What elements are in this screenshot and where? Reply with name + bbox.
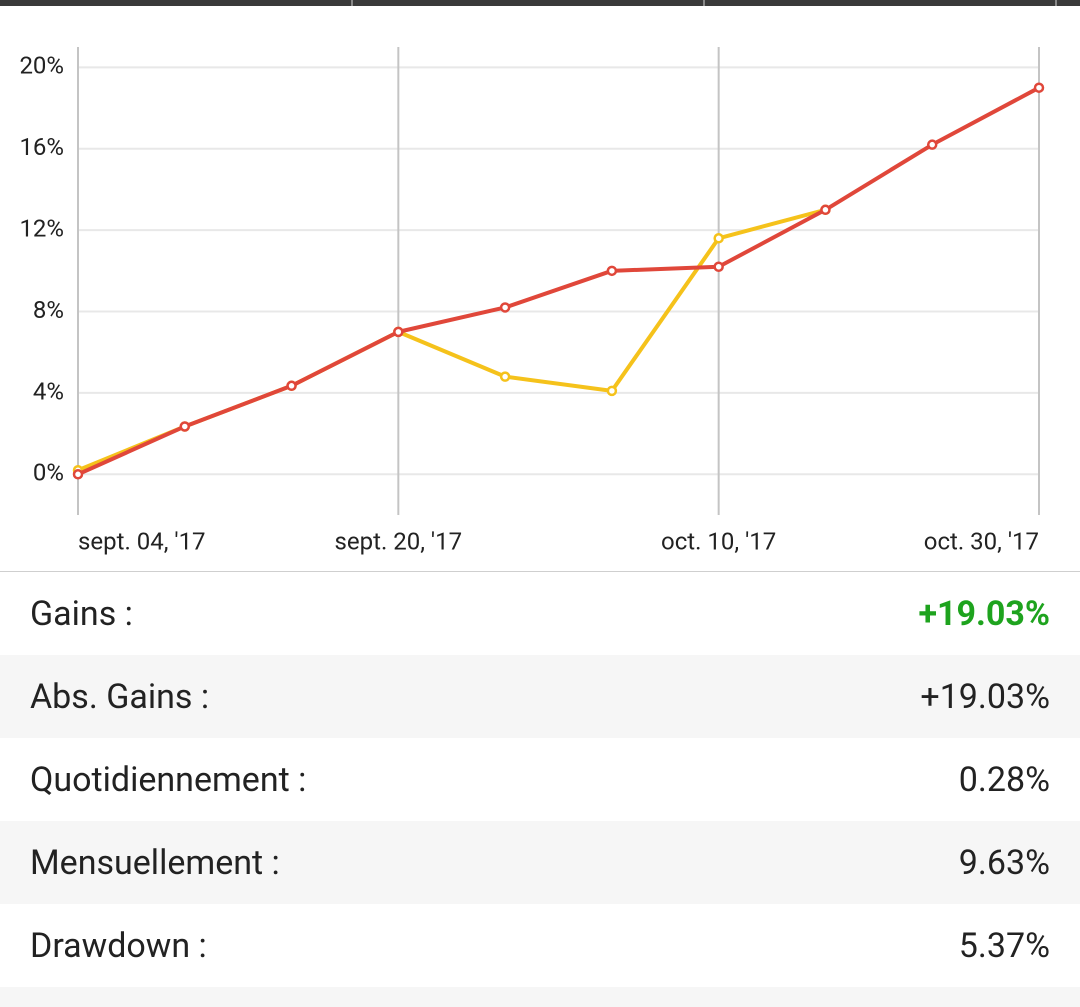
stat-row: Gains : +19.03% <box>0 572 1080 655</box>
point <box>393 326 404 338</box>
point <box>713 261 724 273</box>
top-tabs <box>0 0 1080 6</box>
stats-table: Gains : +19.03% Abs. Gains : +19.03% Quotidi… <box>0 571 1080 1007</box>
point <box>713 233 724 244</box>
point <box>72 469 84 480</box>
x-tick-label: oct. 10, '17 <box>661 527 776 555</box>
y-tick-label: 0% <box>33 459 64 487</box>
point <box>286 380 297 392</box>
stat-value: +19.03% <box>920 676 1050 717</box>
stat-row: Abs. Gains : +19.03% <box>0 655 1080 738</box>
row-filler <box>0 987 1080 1007</box>
stat-label: Drawdown : <box>30 925 207 966</box>
y-tick-label: 4% <box>33 377 64 405</box>
stat-label: Mensuellement : <box>30 842 280 883</box>
point <box>1033 82 1045 93</box>
x-tick-label: sept. 04, '17 <box>78 527 206 555</box>
stat-label: Gains : <box>30 593 133 634</box>
y-tick-label: 20% <box>19 52 64 80</box>
series-line <box>77 207 826 473</box>
stat-row: Drawdown : 5.37% <box>0 904 1080 987</box>
point <box>179 421 191 432</box>
point <box>499 371 511 382</box>
stat-value: +19.03% <box>918 593 1050 634</box>
y-tick-label: 12% <box>19 214 64 242</box>
point <box>820 204 831 216</box>
stat-row: Mensuellement : 9.63% <box>0 821 1080 904</box>
x-tick-label: sept. 20, '17 <box>335 527 463 555</box>
stat-row: Quotidiennement : 0.28% <box>0 738 1080 821</box>
stat-value: 9.63% <box>958 842 1050 883</box>
stat-value: 0.28% <box>958 759 1050 800</box>
series-line <box>77 85 1040 477</box>
y-tick-label: 16% <box>19 133 64 161</box>
point <box>499 302 511 313</box>
y-tick-label: 8% <box>33 296 64 324</box>
stat-value: 5.37% <box>958 925 1050 966</box>
point <box>926 139 938 150</box>
chart: 0% 4% 8% 12% 16% 20% sept. 04, '17 sept. 20, '1… <box>19 47 1045 555</box>
stat-label: Abs. Gains : <box>30 676 210 717</box>
stat-label: Quotidiennement : <box>30 759 307 800</box>
x-tick-label: oct. 30, '17 <box>924 527 1039 555</box>
point <box>606 385 618 397</box>
point <box>606 265 618 277</box>
